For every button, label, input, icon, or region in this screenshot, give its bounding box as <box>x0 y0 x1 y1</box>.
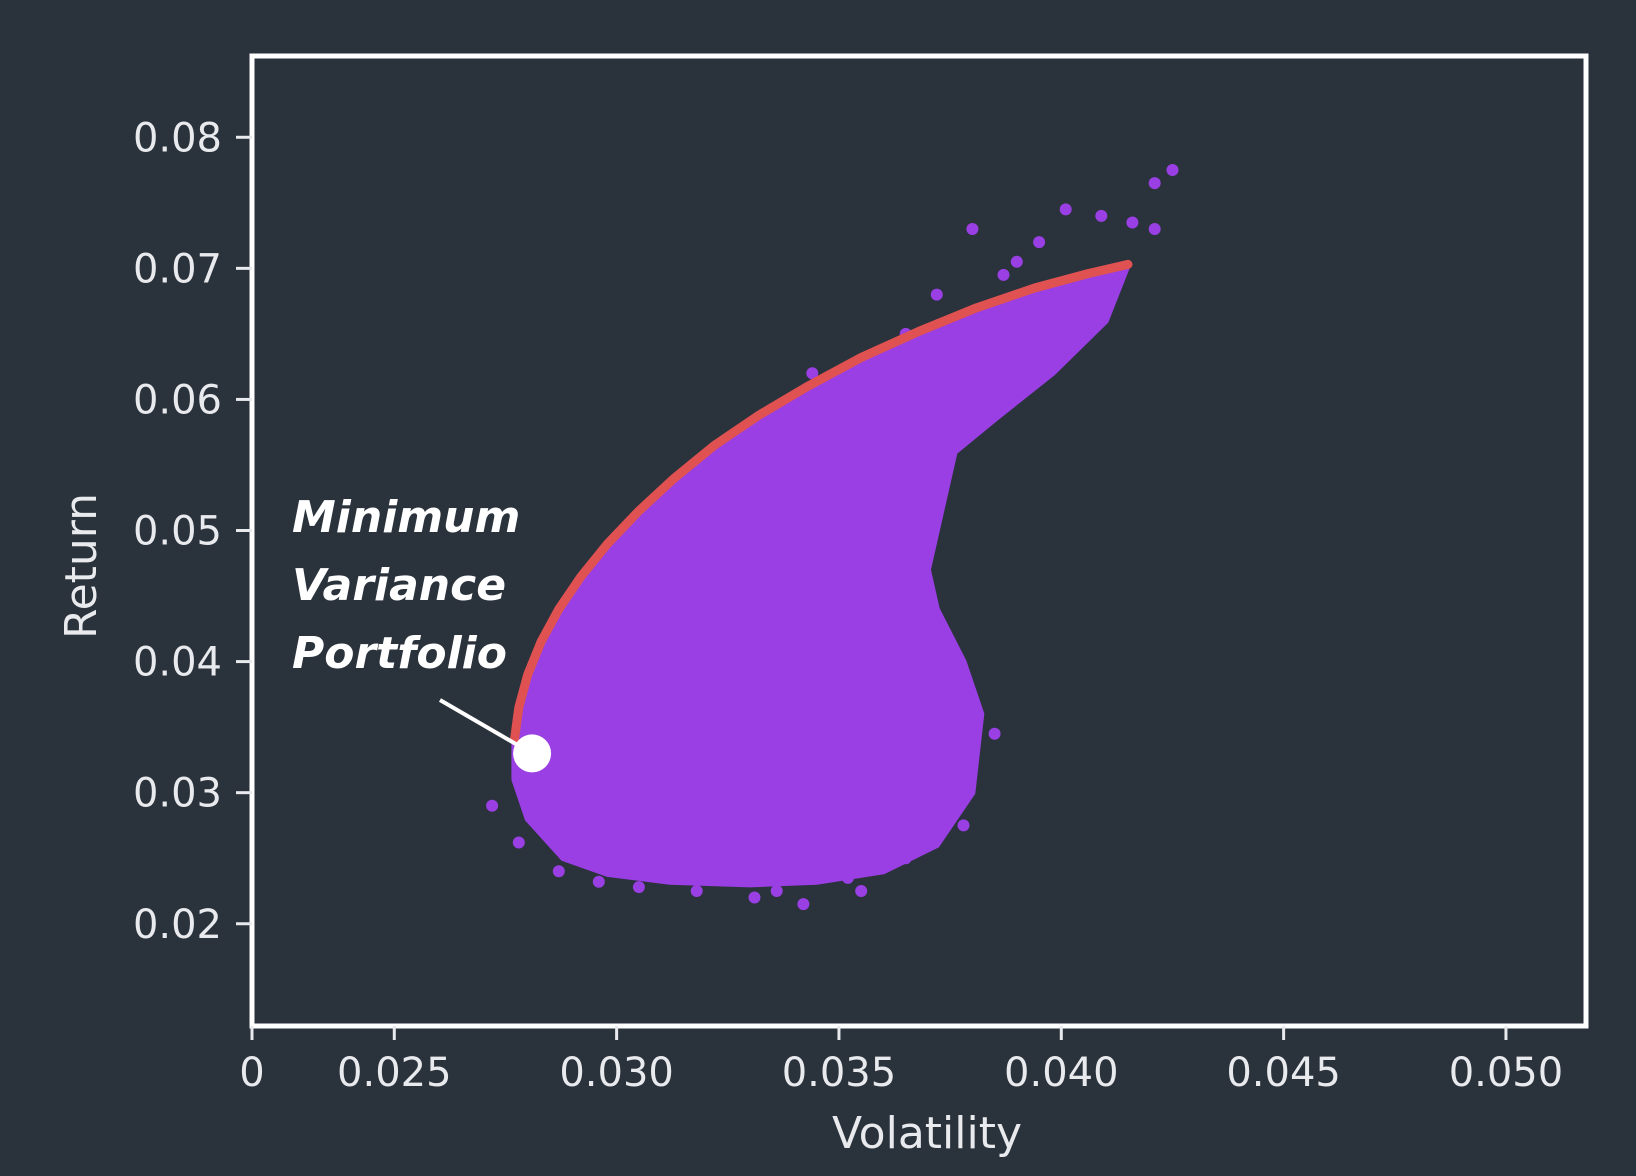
scatter-point <box>815 583 828 596</box>
scatter-point <box>930 288 943 301</box>
scatter-point <box>833 662 845 675</box>
scatter-point <box>913 386 925 399</box>
x-tick-label: 0.040 <box>1004 1050 1119 1096</box>
x-tick-label: 0.025 <box>337 1050 452 1096</box>
scatter-point <box>855 885 868 897</box>
scatter-point <box>1148 177 1161 190</box>
scatter-point <box>1095 209 1108 222</box>
x-tick-label: 0.035 <box>782 1050 897 1096</box>
min-variance-annotation: Minimum Variance Portfolio <box>292 492 520 679</box>
annotation-line-3: Portfolio <box>292 628 507 679</box>
scatter-point <box>868 734 881 747</box>
y-tick-label: 0.02 <box>133 902 222 948</box>
scatter-point <box>806 858 819 871</box>
annotation-line-1: Minimum <box>292 492 520 543</box>
plot-frame <box>249 53 1589 1029</box>
scatter-points <box>486 164 1179 911</box>
scatter-point <box>886 786 899 799</box>
scatter-point <box>899 852 912 865</box>
scatter-point <box>1010 255 1023 268</box>
scatter-point <box>975 327 988 340</box>
annotation-leader-line <box>438 698 520 748</box>
min-variance-marker-group <box>438 698 552 773</box>
y-tick-label: 0.05 <box>133 509 222 555</box>
scatter-point <box>841 871 854 884</box>
scatter-point <box>841 544 854 557</box>
x-axis-ticks: 0 0.025 0.030 0.035 0.040 0.045 0.050 <box>239 1026 1563 1096</box>
efficient-frontier <box>509 259 1133 745</box>
scatter-point <box>930 753 943 766</box>
scatter-point <box>748 891 761 904</box>
scatter-point <box>690 885 703 897</box>
scatter-point <box>1166 164 1179 176</box>
x-tick-label: 0.045 <box>1226 1050 1341 1096</box>
x-tick-label: 0.050 <box>1449 1050 1564 1096</box>
y-tick-label: 0.03 <box>133 771 222 817</box>
scatter-point <box>877 832 890 845</box>
y-tick-label: 0.07 <box>133 246 222 292</box>
y-axis-label: Return <box>56 493 107 639</box>
scatter-point <box>592 875 605 888</box>
scatter-point <box>988 727 1001 740</box>
scatter-point <box>552 865 565 878</box>
scatter-point <box>1059 203 1072 216</box>
scatter-point <box>806 367 819 380</box>
scatter-point <box>890 373 903 386</box>
scatter-point <box>1126 216 1139 229</box>
scatter-point <box>1148 223 1161 235</box>
y-tick-label: 0.04 <box>133 640 222 686</box>
scatter-point <box>868 498 881 511</box>
scatter-point <box>770 885 783 897</box>
scatter-point <box>864 406 877 419</box>
y-axis-ticks: 0.02 0.03 0.04 0.05 0.06 0.07 0.08 <box>133 115 252 948</box>
annotation-line-2: Variance <box>292 560 506 611</box>
x-axis-label: Volatility <box>832 1108 1022 1159</box>
scatter-point <box>512 836 525 849</box>
scatter-point <box>486 799 499 812</box>
scatter-point <box>779 498 792 511</box>
scatter-point <box>797 898 810 911</box>
frontier-line <box>509 259 1133 745</box>
scatter-point <box>855 445 868 458</box>
scatter-point <box>855 721 868 734</box>
y-tick-label: 0.08 <box>133 115 222 161</box>
scatter-point <box>904 675 917 688</box>
y-tick-label: 0.06 <box>133 377 222 423</box>
scatter-point <box>873 668 885 681</box>
scatter-point <box>997 268 1010 281</box>
scatter-point <box>957 819 970 832</box>
x-tick-label: 0 <box>239 1050 264 1096</box>
scatter-point <box>1033 236 1046 249</box>
scatter-point <box>966 223 979 235</box>
x-tick-label: 0.030 <box>559 1050 674 1096</box>
scatter-point <box>833 826 845 838</box>
scatter-point <box>632 881 645 894</box>
min-variance-marker <box>513 734 552 773</box>
scatter-point <box>841 616 854 629</box>
